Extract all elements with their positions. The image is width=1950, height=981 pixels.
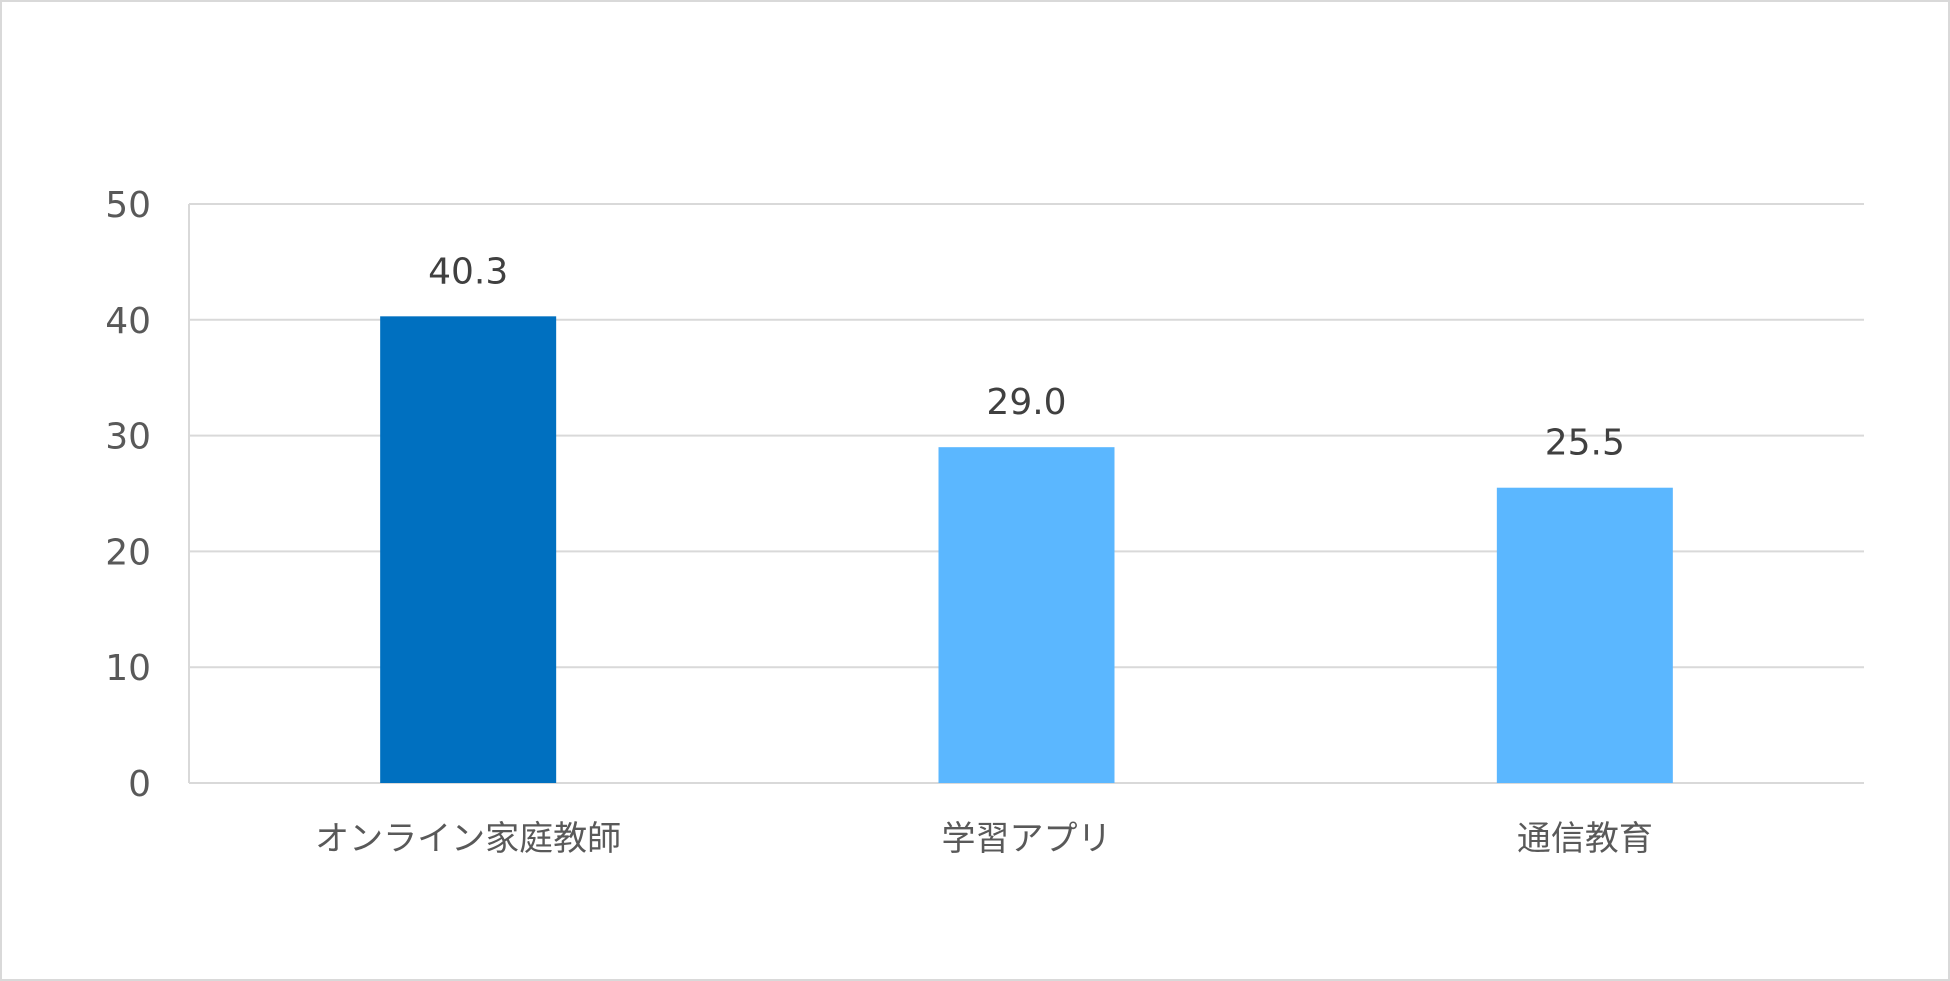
- x-category-label: オンライン家庭教師: [315, 819, 621, 859]
- data-labels: 40.3 29.0 25.5: [428, 251, 1625, 463]
- y-tick-label: 40: [105, 301, 151, 342]
- bar: [938, 447, 1115, 783]
- y-tick-label: 0: [128, 764, 151, 805]
- y-tick-label: 10: [105, 648, 151, 689]
- y-tick-label: 30: [105, 417, 151, 458]
- data-label: 40.3: [428, 251, 508, 292]
- bar: [380, 316, 557, 783]
- data-label: 29.0: [986, 382, 1066, 423]
- data-label: 25.5: [1545, 423, 1625, 464]
- bar: [1496, 487, 1673, 783]
- x-axis-category-labels: オンライン家庭教師 学習アプリ 通信教育: [315, 819, 1653, 859]
- y-tick-label: 50: [105, 185, 151, 226]
- x-category-label: 学習アプリ: [942, 819, 1112, 859]
- x-category-label: 通信教育: [1517, 819, 1653, 859]
- y-axis-tick-labels: 0 10 20 30 40 50: [105, 185, 151, 805]
- y-tick-label: 20: [105, 532, 151, 573]
- bars: [380, 316, 1673, 783]
